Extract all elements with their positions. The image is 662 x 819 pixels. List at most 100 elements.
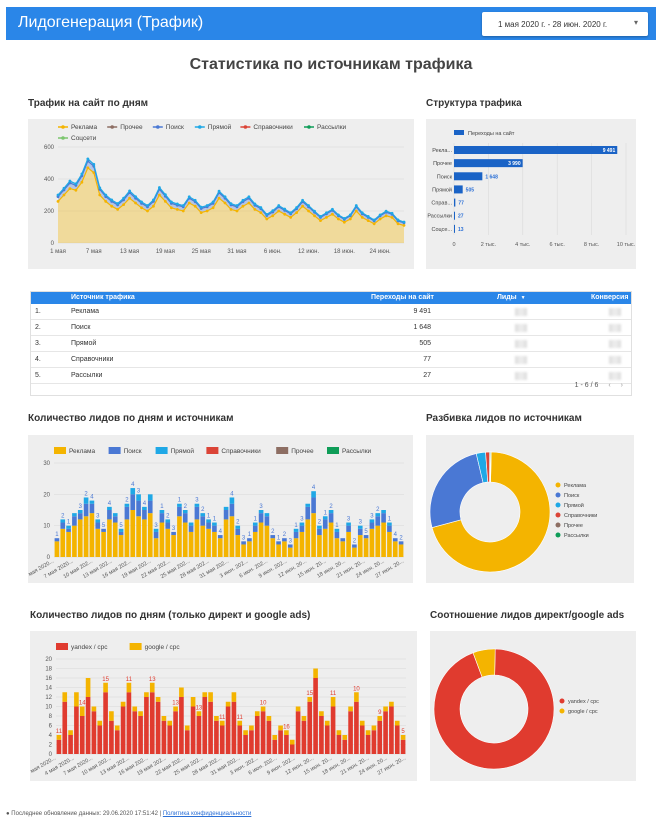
bar-segment (91, 706, 97, 712)
data-label: 1 (207, 513, 211, 519)
bar-segment (235, 528, 241, 536)
bar-segment (83, 503, 89, 517)
table-row[interactable]: 5. Рассылки 27 (31, 368, 631, 384)
bar-segment (114, 725, 120, 731)
bar-segment (144, 692, 149, 697)
bar-segment (249, 730, 254, 754)
bar-segment (107, 519, 112, 557)
bar-segment (392, 538, 398, 542)
chevron-left-icon[interactable]: ‹ (608, 382, 611, 389)
bar-segment (109, 711, 114, 721)
legend-label: Справочники (564, 513, 597, 519)
y-tick-label: 20 (45, 657, 52, 663)
bar-segment (313, 678, 318, 754)
legend-marker-icon (61, 136, 65, 140)
data-point (390, 216, 394, 219)
col-conversion-header[interactable]: Конверсия (591, 294, 629, 301)
data-point (319, 215, 322, 218)
y-tick-label: 400 (44, 177, 55, 183)
legend-label: Поиск (564, 493, 580, 499)
bar-segment (173, 706, 178, 712)
data-point (169, 200, 173, 204)
data-label: 4 (143, 501, 147, 507)
bar-segment (72, 525, 77, 557)
bar-segment (243, 730, 248, 735)
y-tick-label: 18 (45, 667, 52, 673)
chevron-down-icon[interactable]: ▾ (633, 18, 638, 27)
data-point (217, 196, 221, 200)
data-label: 2 (271, 529, 275, 535)
y-tick-label: 12 (45, 695, 52, 701)
bar-segment (307, 701, 313, 754)
bar-segment (118, 528, 124, 532)
sort-desc-icon: ▼ (520, 295, 526, 301)
data-point (402, 220, 406, 224)
row-visits: 1 648 (413, 324, 431, 331)
col-leads-header[interactable]: Лиды ▼ (497, 294, 526, 301)
data-label: 2 (318, 520, 322, 526)
bar-segment (132, 711, 138, 754)
bar-segment (299, 522, 305, 526)
row-visits: 505 (419, 340, 431, 347)
legend-dot-icon (555, 502, 561, 508)
bar-segment (324, 725, 330, 754)
row-leads-redacted (515, 308, 527, 316)
date-range-picker[interactable]: 1 мая 2020 г. - 28 июн. 2020 г. ▾ (482, 12, 648, 36)
bar-segment (223, 510, 229, 520)
data-label: 9 (378, 710, 382, 716)
data-label: 10 (260, 701, 267, 707)
bar-segment (223, 519, 229, 557)
bar-segment (252, 531, 258, 557)
legend-label: Рассылки (564, 533, 589, 539)
bar-segment (56, 735, 62, 740)
bar-segment (328, 522, 334, 557)
bar-segment (212, 525, 217, 532)
bar-segment (311, 497, 316, 514)
col-source-header[interactable]: Источник трафика (71, 294, 135, 301)
data-point (140, 206, 143, 210)
data-label: 2 (61, 513, 65, 519)
bar-segment (91, 711, 97, 754)
bar-segment (357, 535, 363, 557)
bar-segment (126, 682, 132, 693)
data-label: 13 (196, 705, 203, 711)
data-point (92, 171, 96, 174)
x-tick-label: 31 мая (227, 249, 246, 255)
bar-segment (214, 720, 219, 754)
data-point (98, 193, 102, 197)
col-visits-header[interactable]: Переходы на сайт (371, 294, 434, 301)
bar-segment (287, 544, 293, 548)
legend-label: yandex / cpc (568, 699, 599, 705)
legend-marker-icon (307, 125, 311, 129)
bar-segment (74, 706, 79, 754)
data-point (259, 211, 263, 214)
chevron-right-icon[interactable]: › (620, 382, 623, 389)
table-row[interactable]: 1. Реклама 9 491 (31, 304, 631, 320)
bar-segment (200, 525, 206, 557)
bar-segment (330, 706, 336, 754)
data-label: 1 (254, 517, 258, 523)
traffic-by-day-chart: 0 200 400 600 1 мая 7 мая 13 мая 19 мая 25 мая 31… (44, 123, 406, 255)
bar-segment (229, 503, 235, 517)
legend-label: Рассылки (317, 124, 347, 131)
legend-swatch (56, 643, 68, 650)
bar-segment (77, 510, 83, 514)
bar-segment (159, 513, 165, 523)
data-point (104, 200, 108, 203)
bar-segment (130, 494, 136, 510)
bar-segment (342, 735, 348, 740)
data-point (140, 200, 143, 204)
table-row[interactable]: 3. Прямой 505 (31, 336, 631, 352)
table-row[interactable]: 2. Поиск 1 648 (31, 320, 631, 336)
data-label: 2 (125, 498, 129, 504)
bar-segment (118, 531, 124, 536)
data-point (325, 216, 328, 219)
data-point (336, 217, 340, 221)
privacy-policy-link[interactable]: Политика конфиденциальности (162, 811, 252, 817)
data-label: 3 (359, 520, 363, 526)
bar-segment (62, 692, 68, 702)
data-point (295, 211, 299, 214)
data-point (158, 193, 161, 197)
bar-segment (235, 535, 241, 557)
table-row[interactable]: 4. Справочники 77 (31, 352, 631, 368)
